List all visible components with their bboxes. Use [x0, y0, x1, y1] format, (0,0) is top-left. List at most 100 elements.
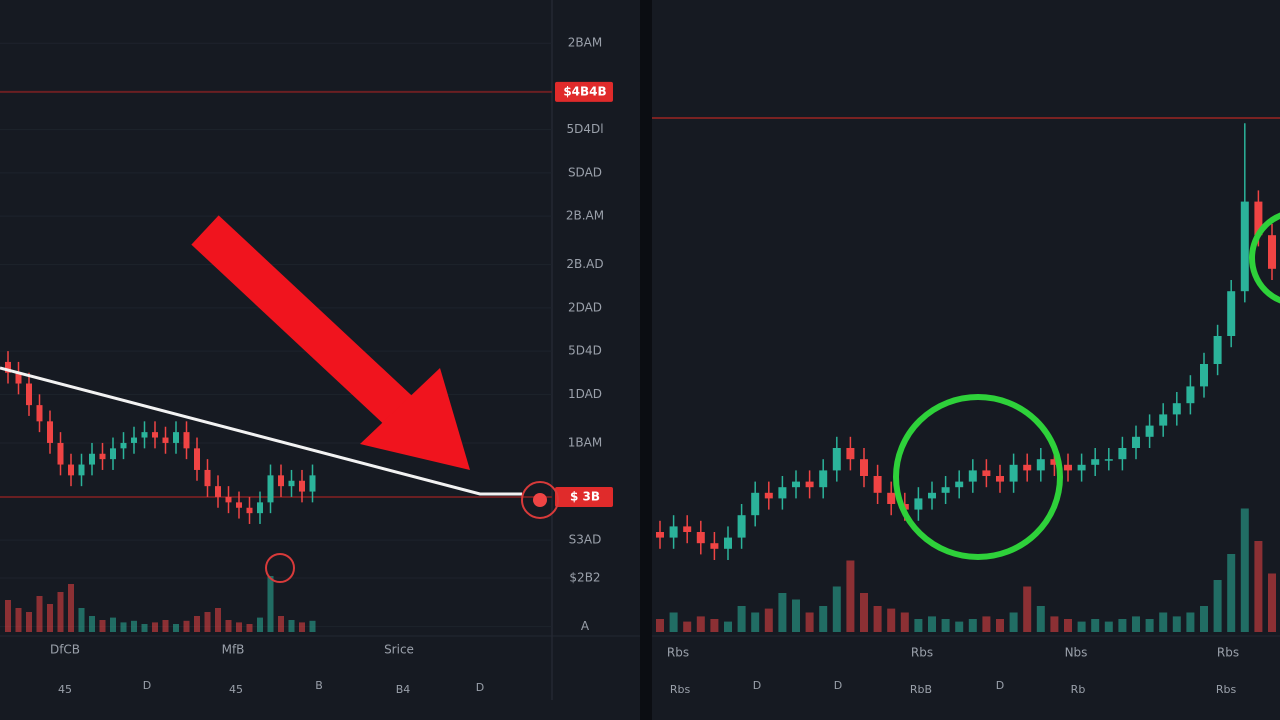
volume-bar	[1091, 619, 1100, 632]
candle-body	[278, 475, 284, 487]
y-tick-label: 5D4Dl	[566, 122, 603, 136]
y-tick-label: 5D4D	[568, 344, 602, 358]
volume-bar	[15, 608, 22, 632]
volume-bar	[1254, 541, 1263, 632]
candle-body	[968, 470, 977, 482]
highlight-circle	[893, 394, 1063, 560]
divider	[640, 0, 652, 720]
volume-bar	[215, 608, 221, 632]
volume-bar	[26, 612, 32, 632]
candle-body	[928, 492, 936, 499]
volume-bar	[152, 622, 158, 632]
volume-bar	[696, 616, 705, 632]
candle-body	[1091, 459, 1100, 465]
candle-body	[1172, 403, 1181, 415]
volume-bar	[246, 624, 253, 632]
price-label-box	[555, 81, 613, 102]
volume-bar	[162, 620, 169, 632]
candle-body	[299, 480, 305, 492]
volume-bar	[1200, 606, 1208, 632]
candle-body	[288, 480, 295, 487]
volume-bar	[996, 619, 1004, 632]
y-tick-label: $2B2	[569, 570, 600, 584]
price-label-box	[555, 486, 613, 507]
volume-bar	[194, 616, 200, 632]
candle-body	[1104, 459, 1113, 461]
volume-bar	[1077, 621, 1086, 632]
candle-body	[764, 492, 773, 499]
candle-body	[1023, 464, 1032, 471]
x-tick-label: MfB	[222, 643, 245, 657]
volume-bar	[1172, 616, 1181, 632]
right-panel	[652, 0, 1280, 720]
volume-bar	[309, 620, 316, 632]
candle-body	[683, 526, 692, 532]
candle-body	[1200, 364, 1208, 387]
candle-body	[120, 442, 127, 449]
candle-body	[656, 532, 664, 538]
y-tick-label: $4B4B	[563, 84, 606, 98]
x-tick-label: Rbs	[1217, 646, 1239, 660]
y-tick-label: 1BAM	[568, 435, 602, 449]
candle-body	[1159, 414, 1168, 426]
highlight-circle	[1249, 212, 1280, 304]
candle-body	[141, 432, 148, 438]
candle-body	[887, 492, 896, 504]
candle-body	[778, 487, 787, 499]
candle-body	[5, 361, 11, 373]
volume-bar	[914, 619, 923, 632]
candle-body	[982, 470, 991, 476]
candle-body	[1036, 459, 1045, 471]
candle-body	[215, 486, 221, 497]
candle-body	[832, 448, 841, 471]
y-tick-label: S3AD	[569, 533, 602, 547]
marker-dot	[533, 493, 547, 507]
volume-bar	[832, 586, 841, 632]
candle-body	[710, 543, 719, 549]
volume-bar	[120, 622, 127, 632]
candle-body	[1240, 201, 1249, 292]
candle-body	[1064, 464, 1072, 471]
candle-body	[257, 502, 263, 514]
volume-bar	[278, 616, 284, 632]
volume-bar	[5, 600, 11, 632]
x-tick-label: B	[315, 679, 323, 692]
volume-bar	[78, 608, 85, 632]
candle-body	[131, 437, 137, 443]
y-tick-label: 2BAM	[568, 36, 602, 50]
y-tick-label: A	[581, 619, 590, 633]
y-tick-label: 1DAD	[568, 387, 602, 401]
volume-bar	[1118, 619, 1127, 632]
volume-bar	[1213, 580, 1222, 632]
volume-bar	[1050, 616, 1059, 632]
volume-bar	[669, 612, 678, 632]
candle-body	[1213, 336, 1222, 364]
candle-body	[162, 437, 169, 443]
candle-body	[1009, 464, 1018, 482]
candle-body	[57, 442, 64, 465]
x-tick-label: Rbs	[667, 646, 689, 660]
candle-body	[173, 432, 179, 443]
volume-bar	[737, 606, 746, 632]
y-tick-label: SDAD	[568, 165, 602, 179]
x-tick-label: RbB	[910, 683, 932, 696]
volume-bar	[225, 620, 232, 632]
x-tick-label: 45	[229, 683, 243, 696]
x-tick-label: D	[834, 679, 842, 692]
x-tick-label: Rbs	[1216, 683, 1237, 696]
x-tick-label: Nbs	[1065, 646, 1088, 660]
volume-bar	[57, 592, 64, 632]
candle-body	[955, 481, 964, 488]
candle-body	[152, 432, 158, 438]
candle-body	[860, 459, 868, 476]
candle-body	[236, 502, 242, 508]
candle-body	[724, 537, 732, 549]
x-tick-label: Rbs	[670, 683, 691, 696]
volume-bar	[710, 619, 719, 632]
volume-bar	[928, 616, 936, 632]
volume-bar	[887, 608, 896, 632]
candle-body	[873, 476, 882, 493]
volume-bar	[47, 604, 53, 632]
volume-bar	[1132, 616, 1140, 632]
